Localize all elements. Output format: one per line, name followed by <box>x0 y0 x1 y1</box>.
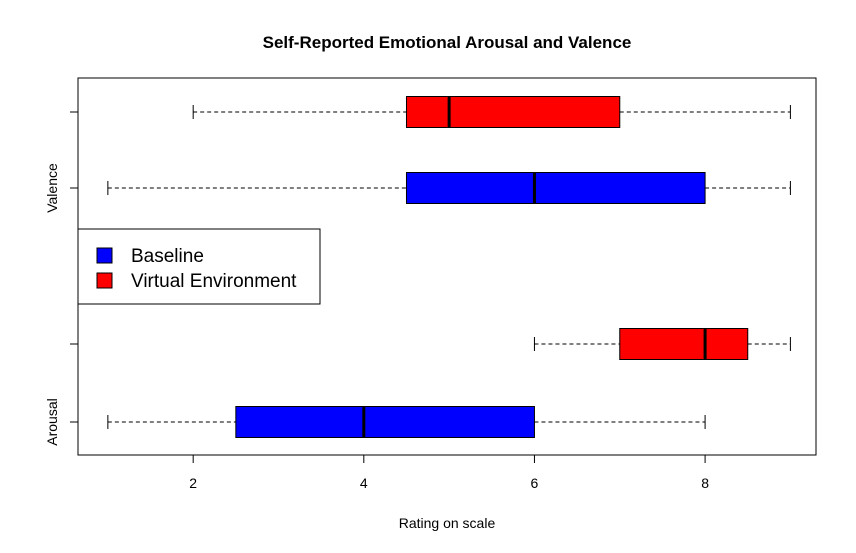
y-group-label-valence: Valence <box>44 163 60 213</box>
box-iqr <box>235 406 535 438</box>
y-axis: Arousal Valence <box>44 111 79 446</box>
boxes-layer <box>107 96 791 438</box>
x-tick-label: 4 <box>360 475 368 491</box>
box-iqr <box>619 328 749 360</box>
box-virtual-environment-valence <box>192 96 791 128</box>
box-baseline-arousal <box>107 406 706 438</box>
legend-label: Baseline <box>131 246 204 267</box>
box-iqr <box>405 172 706 204</box>
x-tick-label: 6 <box>531 475 539 491</box>
x-tick-label: 8 <box>701 475 709 491</box>
legend-box <box>77 228 321 305</box>
y-group-label-arousal: Arousal <box>44 398 60 445</box>
legend-label: Virtual Environment <box>131 271 297 292</box>
box-iqr <box>405 96 621 128</box>
legend-swatch <box>96 247 113 264</box>
x-axis: 2 4 6 8 <box>189 454 709 491</box>
box-baseline-valence <box>107 172 791 204</box>
x-axis-label: Rating on scale <box>399 515 496 531</box>
chart-title: Self-Reported Emotional Arousal and Vale… <box>263 33 632 52</box>
legend: Baseline Virtual Environment <box>77 228 321 305</box>
x-tick-label: 2 <box>189 475 197 491</box>
legend-swatch <box>96 272 113 289</box>
box-virtual-environment-arousal <box>533 328 791 360</box>
